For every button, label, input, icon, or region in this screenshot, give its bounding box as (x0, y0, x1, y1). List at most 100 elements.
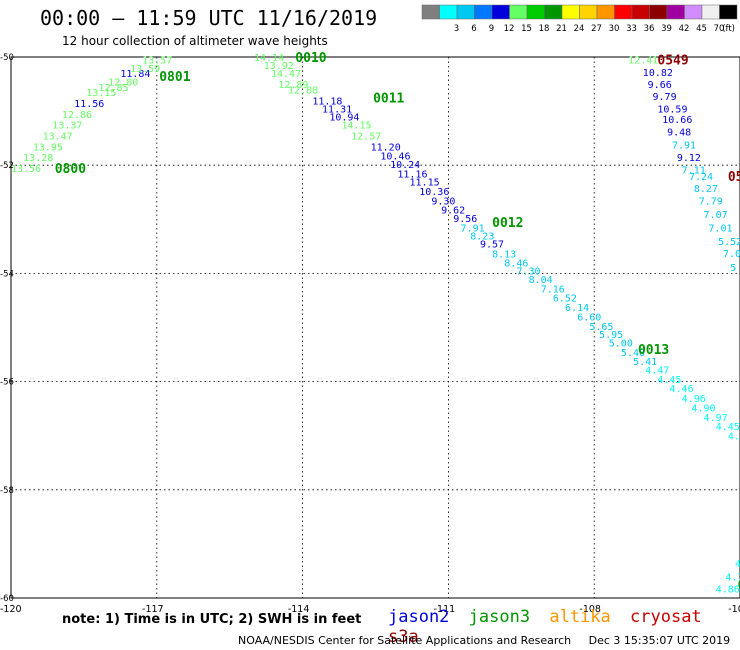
x-tick-label: -117 (142, 604, 164, 615)
swh-value-label: 4.71 (728, 432, 740, 443)
swh-value-label: 7.79 (699, 196, 723, 207)
swh-value-label: 5.95 (599, 330, 623, 341)
y-tick-label: -58 (0, 486, 14, 496)
swh-value-label: 7.0 (723, 249, 740, 260)
swh-value-label: 5.48 (621, 348, 645, 359)
legend-swatch (421, 4, 440, 20)
swh-value-label: 9.56 (453, 214, 477, 225)
y-tick-label: -50 (0, 53, 14, 63)
swh-value-label: 12.88 (288, 85, 318, 96)
swh-value-label: 10.82 (643, 68, 673, 79)
swh-value-label: 13.37 (52, 121, 82, 132)
legend-swatch (596, 4, 615, 20)
legend-swatch (509, 4, 528, 20)
legend-tick-label: 42 (679, 24, 690, 34)
swh-value-label: 8.13 (492, 249, 516, 260)
swh-value-label: 4.45 (716, 422, 740, 433)
y-tick-label: -54 (0, 269, 14, 279)
time-label: 0012 (492, 216, 523, 231)
x-tick-label: -114 (288, 604, 310, 615)
swh-value-label: 6.60 (577, 313, 601, 324)
legend-swatch (491, 4, 510, 20)
swh-value-label: 8.27 (694, 184, 718, 195)
time-label: 0549 (657, 54, 688, 69)
axes: -120 -117 -114 -111 -108 -10 -50 -52 -54 -56 -58 -6… (0, 53, 740, 615)
swh-value-label: 9.79 (653, 92, 677, 103)
swh-value-label: 11.18 (312, 96, 342, 107)
chart-title: 00:00 – 11:59 UTC 11/16/2019 (40, 6, 378, 30)
footer-credit: NOAA/NESDIS Center for Satellite Applica… (238, 634, 730, 647)
x-tick-label: -10 (728, 604, 740, 615)
swh-value-label: 9.30 (431, 196, 455, 207)
swh-value-label: 11.20 (371, 142, 401, 153)
swh-value-label: 10.59 (657, 104, 687, 115)
swh-value-label: 5.52 (718, 237, 740, 248)
swh-value-label: 8.23 (470, 232, 494, 243)
swh-value-label: 7.07 (704, 210, 728, 221)
color-legend: 3 6 9 12 15 18 21 24 27 30 33 36 39 42 45 70(ft) (421, 4, 738, 34)
swh-value-label: 7.24 (689, 172, 713, 183)
legend-tick-label: 36 (644, 24, 655, 34)
legend-tick-label: 39 (661, 24, 672, 34)
swh-value-label: 5 (730, 263, 736, 274)
time-label: 0011 (373, 92, 404, 107)
chart-subtitle: 12 hour collection of altimeter wave hei… (62, 34, 328, 48)
satellite-jason3: jason3 (468, 607, 531, 627)
time-label: 0801 (159, 70, 190, 85)
grid (11, 57, 740, 598)
legend-swatch (439, 4, 458, 20)
swh-value-label: 5.00 (609, 339, 633, 350)
swh-value-label: 11.15 (410, 177, 440, 188)
swh-value-label: 12.89 (278, 80, 308, 91)
swh-value-label: 10.94 (329, 113, 359, 124)
y-tick-label: -56 (0, 378, 14, 388)
legend-swatch (456, 4, 475, 20)
swh-value-label: 6.52 (553, 294, 577, 305)
legend-tick-label: 70 (714, 24, 725, 34)
swh-value-label: 13.15 (86, 88, 116, 99)
legend-tick-label: 6 (471, 24, 476, 34)
legend-tick-label: 12 (504, 24, 515, 34)
time-label: 05 (728, 170, 740, 185)
swh-value-label: 10.36 (419, 187, 449, 198)
swh-value-label: 9.12 (677, 153, 701, 164)
swh-value-label: 6.14 (565, 303, 589, 314)
legend-swatch (544, 4, 563, 20)
swh-value-label: 5.41 (633, 357, 657, 368)
x-tick-label: -120 (0, 604, 22, 615)
swh-value-label: 12.41 (628, 56, 658, 67)
legend-swatch (684, 4, 703, 20)
legend-swatch (561, 4, 580, 20)
legend-tick-label: 21 (556, 24, 567, 34)
swh-value-label: 4.90 (691, 404, 715, 415)
legend-unit: (ft) (722, 24, 735, 34)
satellite-altika: altika (549, 607, 611, 627)
swh-value-label: 13.28 (23, 153, 53, 164)
satellite-legend: jason2 jason3 altika cryosat s3a (388, 607, 740, 647)
x-tick-label: -111 (434, 604, 456, 615)
legend-tick-label: 33 (626, 24, 637, 34)
swh-value-label: 10.46 (380, 151, 410, 162)
swh-value-label: 12.57 (351, 131, 381, 142)
swh-value-label: 10.24 (390, 160, 420, 171)
swh-value-label: 14.47 (271, 69, 301, 80)
swh-value-label: 4 (735, 559, 740, 570)
swh-value-label: 8.46 (504, 259, 528, 270)
time-label: 0800 (55, 162, 86, 177)
legend-swatch (631, 4, 650, 20)
swh-value-label: 13.59 (130, 64, 160, 75)
credit-org: NOAA/NESDIS Center for Satellite Applica… (238, 634, 572, 647)
legend-tick-label: 24 (574, 24, 585, 34)
swh-value-label: 10.66 (662, 115, 692, 126)
swh-value-label: 11.84 (120, 69, 150, 80)
swh-value-label: 7.11 (682, 166, 706, 177)
swh-value-label: 9.62 (441, 206, 465, 217)
swh-value-label: 14.14 (254, 53, 284, 64)
swh-value-label: 4.96 (682, 394, 706, 405)
swh-value-label: 14.15 (341, 121, 371, 132)
legend-tick-label: 18 (539, 24, 550, 34)
swh-value-label: 4.46 (670, 384, 694, 395)
swh-value-label: 7.01 (708, 223, 732, 234)
swh-value-label: 9.57 (480, 240, 504, 251)
